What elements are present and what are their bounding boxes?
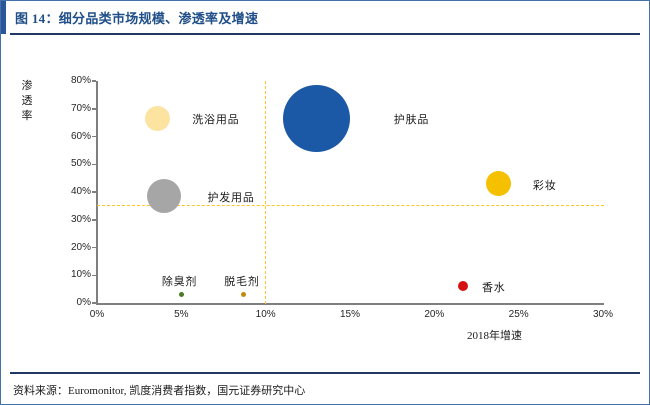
title-divider xyxy=(10,33,640,35)
y-tick-mark xyxy=(92,302,96,304)
y-axis-title: 渗透率 xyxy=(21,80,33,122)
y-tick-label-text: 30% xyxy=(70,213,91,225)
x-tick-label: 20% xyxy=(424,309,445,320)
bubble-point[interactable] xyxy=(282,84,350,152)
y-tick-label: 10% xyxy=(39,269,91,281)
bubble-label: 脱毛剂 xyxy=(224,275,260,288)
y-tick-label: 60% xyxy=(39,131,91,143)
y-tick-label: 70% xyxy=(39,103,91,115)
bubble-label: 护发用品 xyxy=(207,192,255,205)
y-tick-mark xyxy=(92,135,96,138)
page-title: 图 14：细分品类市场规模、渗透率及增速 xyxy=(15,11,259,26)
y-tick-label-text: 80% xyxy=(70,75,91,86)
x-axis-line xyxy=(96,303,604,305)
bubble-label: 护肤品 xyxy=(393,114,430,127)
bubble-point[interactable] xyxy=(178,292,184,298)
y-tick-label-text: 20% xyxy=(70,241,91,253)
x-tick-label: 25% xyxy=(508,309,529,320)
y-tick-label-text: 0% xyxy=(76,297,91,308)
x-tick-label: 15% xyxy=(339,309,360,320)
x-tick-label: 0% xyxy=(89,309,105,320)
y-tick-label: 40% xyxy=(39,186,91,198)
y-tick-mark xyxy=(92,163,96,165)
y-tick-label: 0% xyxy=(39,297,91,309)
title-accent-bar xyxy=(1,1,6,34)
y-tick-label-text: 40% xyxy=(70,186,91,197)
footer-divider xyxy=(10,372,640,374)
x-tick-label: 30% xyxy=(592,309,613,320)
reference-line-horizontal xyxy=(97,205,604,207)
y-tick-mark xyxy=(92,246,96,249)
y-tick-label: 50% xyxy=(39,158,91,170)
y-tick-mark xyxy=(92,80,96,82)
bubble-point[interactable] xyxy=(145,105,171,131)
figure-title-bar: 图 14：细分品类市场规模、渗透率及增速 xyxy=(1,1,649,35)
y-tick-mark xyxy=(92,108,96,110)
bubble-point[interactable] xyxy=(485,171,511,197)
bubble-label: 香水 xyxy=(482,282,506,295)
y-tick-label-text: 60% xyxy=(70,130,91,142)
y-tick-label-text: 50% xyxy=(70,158,91,170)
reference-line-vertical xyxy=(264,81,266,304)
bubble-point[interactable] xyxy=(147,179,182,214)
source-note: 资料来源：Euromonitor, 凯度消费者指数，国元证券研究中心 xyxy=(13,385,306,397)
x-tick-label: 5% xyxy=(174,309,189,320)
y-tick-mark xyxy=(92,191,96,193)
x-tick-label: 10% xyxy=(255,309,276,320)
bubble-point[interactable] xyxy=(241,292,247,298)
y-tick-mark xyxy=(92,219,96,221)
bubble-label: 除臭剂 xyxy=(161,275,198,288)
y-axis-line xyxy=(96,81,98,304)
y-tick-label-text: 70% xyxy=(70,102,91,114)
bubble-label: 洗浴用品 xyxy=(192,114,240,127)
y-tick-mark xyxy=(92,274,96,276)
y-tick-label: 80% xyxy=(39,75,91,87)
bubble-point[interactable] xyxy=(458,281,468,292)
bubble-chart: 渗透率 0% 10% 20% 30% 40% 50% 60% 70% 80% 0% 5% 10% 15… xyxy=(1,35,649,371)
x-axis-title: 2018年增速 xyxy=(467,330,522,342)
bubble-label: 彩妆 xyxy=(532,179,557,192)
y-tick-label: 30% xyxy=(39,214,91,226)
y-tick-label: 20% xyxy=(39,242,91,254)
y-tick-label-text: 10% xyxy=(70,269,91,281)
